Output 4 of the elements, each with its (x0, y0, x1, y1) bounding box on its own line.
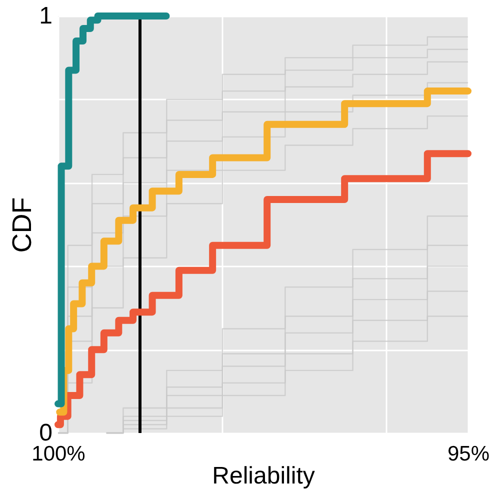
x-tick-label: 95% (447, 442, 490, 466)
x-axis-title: Reliability (212, 462, 315, 490)
y-tick-label: 1 (39, 2, 52, 30)
y-axis-title: CDF (7, 197, 38, 253)
